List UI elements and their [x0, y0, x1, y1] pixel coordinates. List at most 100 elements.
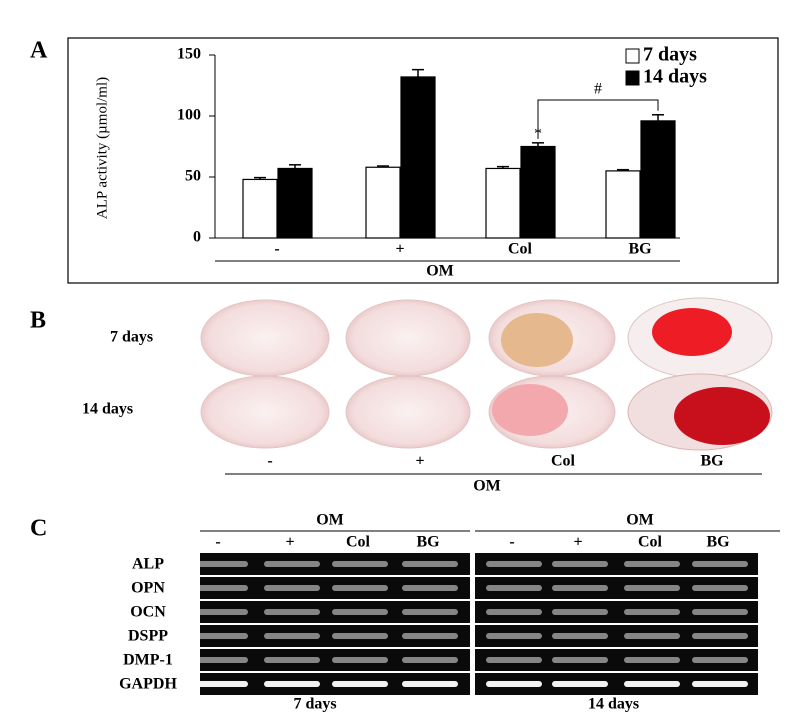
gene-label: DSPP: [128, 628, 168, 645]
gel-row: [475, 625, 758, 647]
y-tick-label: 150: [177, 46, 201, 63]
x-tick-label: Col: [508, 241, 533, 258]
gel-header: OM: [316, 512, 344, 529]
lane-label: BG: [416, 534, 440, 551]
gel-band: [624, 561, 680, 567]
gel-band: [486, 585, 542, 591]
gel-row: [475, 601, 758, 623]
gel-row: [475, 577, 758, 599]
gel-header: OM: [626, 512, 654, 529]
gene-label: OPN: [131, 580, 165, 597]
gel-band: [552, 585, 608, 591]
bar: [605, 170, 641, 239]
panel-label: C: [30, 516, 47, 542]
row-label: 7 days: [110, 329, 153, 346]
gel-row: [475, 673, 758, 695]
gel-footer: 14 days: [588, 696, 639, 713]
legend-swatch: [625, 48, 640, 64]
gel-band: [692, 681, 748, 687]
group-label: OM: [426, 263, 454, 280]
gel-band: [264, 609, 320, 615]
gel-band: [552, 657, 608, 663]
y-tick-label: 50: [185, 168, 201, 185]
gel-band: [692, 609, 748, 615]
gel-band: [192, 609, 248, 615]
bar: [365, 166, 401, 239]
gel-row: [475, 553, 758, 575]
gel-band: [692, 633, 748, 639]
gel-band: [552, 633, 608, 639]
legend-swatch: [625, 70, 640, 86]
gel-band: [192, 561, 248, 567]
gel-band: [486, 681, 542, 687]
gel-band: [332, 585, 388, 591]
gel-band: [552, 561, 608, 567]
gel-band: [264, 585, 320, 591]
gel-band: [402, 585, 458, 591]
column-label: Col: [551, 453, 576, 470]
bar: [520, 145, 556, 239]
gel-band: [192, 681, 248, 687]
gel-band: [264, 561, 320, 567]
gel-band: [624, 633, 680, 639]
gel-band: [624, 585, 680, 591]
gel-band: [332, 609, 388, 615]
gel-footer: 7 days: [293, 696, 336, 713]
gene-label: GAPDH: [119, 676, 177, 693]
x-tick-label: BG: [628, 241, 652, 258]
bar: [400, 76, 436, 239]
gel-band: [264, 681, 320, 687]
column-label: -: [267, 453, 272, 470]
well-plate: [200, 297, 773, 451]
gene-label: ALP: [132, 556, 164, 573]
bar: [485, 167, 521, 239]
gel-band: [402, 633, 458, 639]
stain: [501, 313, 573, 367]
gel-band: [192, 633, 248, 639]
gel-band: [264, 633, 320, 639]
bar: [242, 178, 278, 239]
gel-band: [486, 609, 542, 615]
stain: [492, 384, 568, 436]
bracket: [537, 99, 659, 139]
gel-band: [624, 681, 680, 687]
gel-band: [402, 657, 458, 663]
gel-band: [692, 657, 748, 663]
bar: [640, 120, 676, 239]
gel-band: [402, 609, 458, 615]
gel-band: [486, 561, 542, 567]
gel-band: [332, 633, 388, 639]
lane-label: -: [509, 534, 514, 551]
gel-band: [192, 657, 248, 663]
lane-label: Col: [346, 534, 371, 551]
lane-label: +: [573, 534, 582, 551]
y-tick-label: 100: [177, 107, 201, 124]
gel-band: [486, 657, 542, 663]
lane-label: +: [285, 534, 294, 551]
annotation: #: [594, 81, 602, 98]
gel-band: [264, 657, 320, 663]
stain: [652, 308, 732, 356]
x-tick-label: +: [395, 241, 404, 258]
group-label: OM: [473, 478, 501, 495]
lane-label: -: [215, 534, 220, 551]
panel-label: A: [30, 38, 48, 64]
gene-label: OCN: [130, 604, 166, 621]
bar: [277, 167, 313, 239]
column-label: BG: [700, 453, 724, 470]
gel-band: [192, 585, 248, 591]
gel-band: [486, 633, 542, 639]
legend-label: 14 days: [643, 66, 707, 88]
lane-label: Col: [638, 534, 663, 551]
gel-band: [332, 561, 388, 567]
gel-row: [475, 649, 758, 671]
gene-label: DMP-1: [123, 652, 173, 669]
gel-band: [552, 609, 608, 615]
gel-band: [402, 681, 458, 687]
panel-a-frame: [67, 37, 779, 284]
gel-band: [332, 657, 388, 663]
stain: [674, 387, 770, 445]
gel-band: [332, 681, 388, 687]
gel-band: [692, 585, 748, 591]
